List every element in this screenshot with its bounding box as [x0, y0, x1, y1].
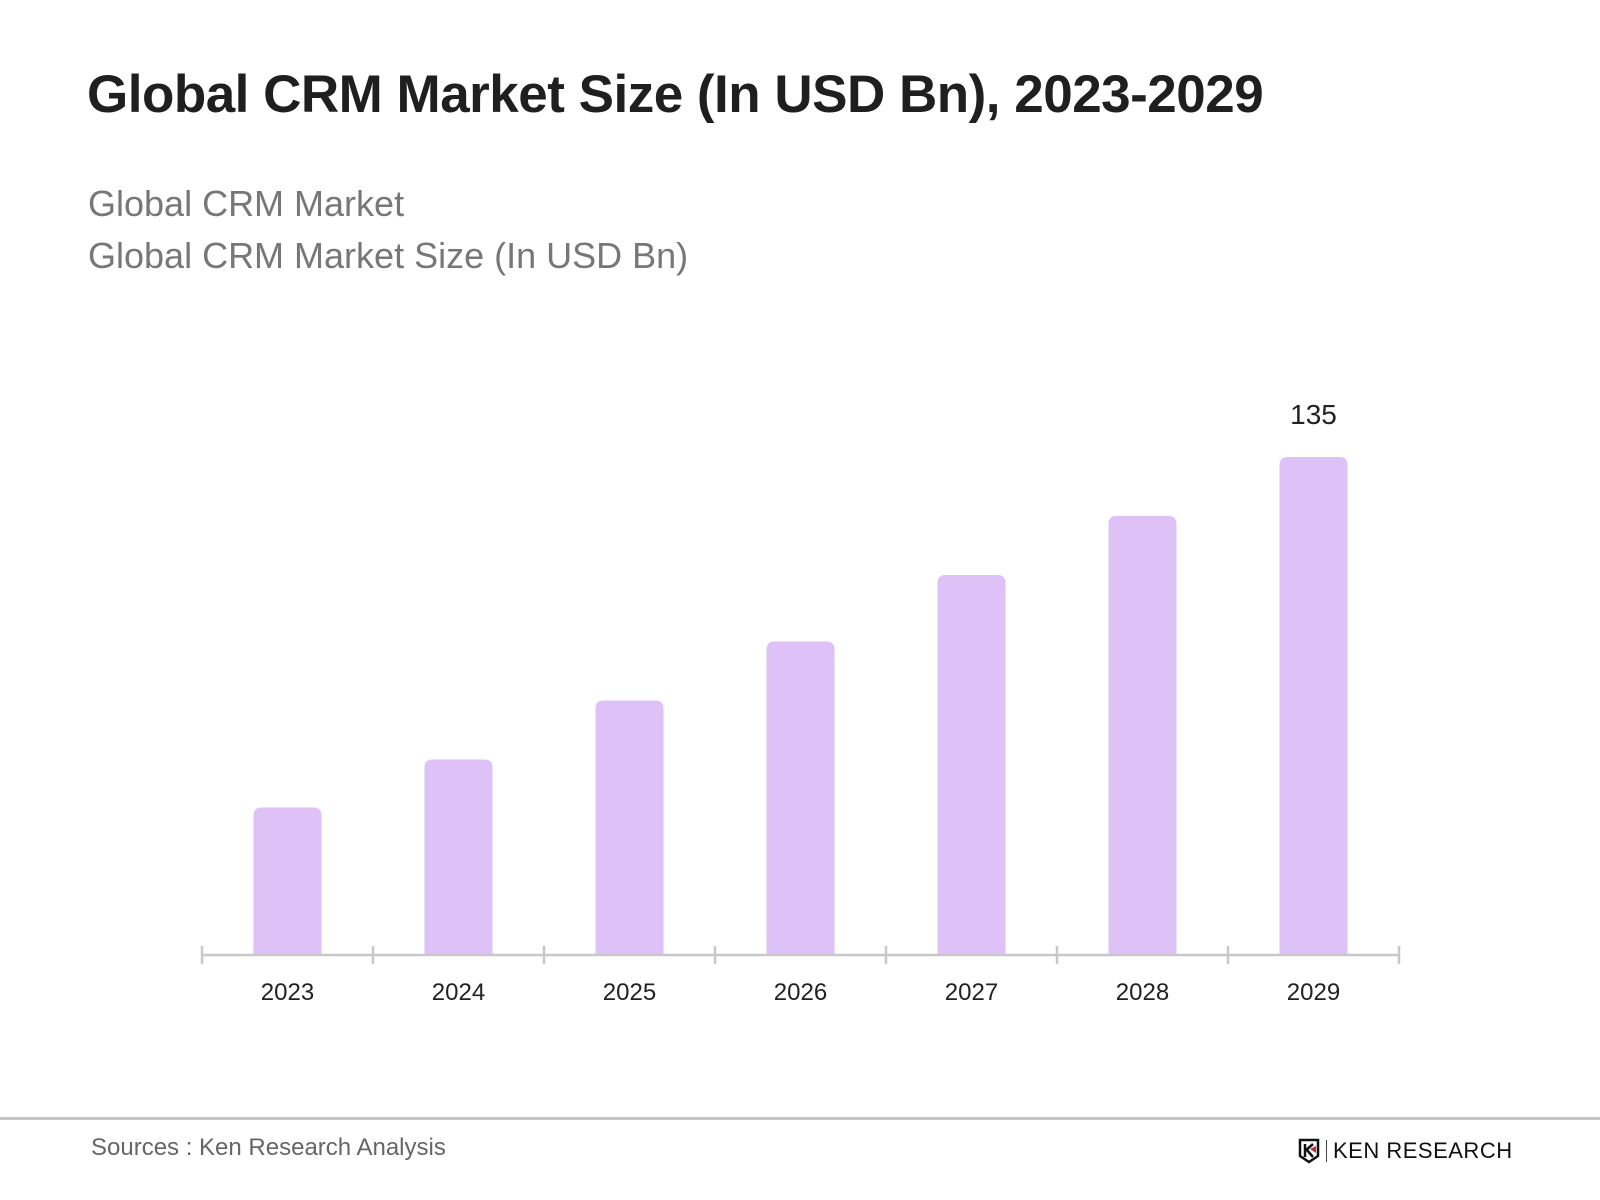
x-tick-label-2024: 2024	[432, 979, 485, 1006]
bar-2028	[1108, 516, 1177, 955]
bar-chart: 2023 2024 2025 2026 2027 2028 2029 135	[200, 399, 1401, 1006]
ken-research-logo: KEN RESEARCH	[1298, 1138, 1513, 1164]
x-tick-label-2025: 2025	[603, 979, 656, 1006]
x-tick-label-2026: 2026	[774, 979, 827, 1006]
chart-subtitle: Global CRM Market	[88, 183, 405, 224]
ken-research-logo-icon	[1298, 1138, 1320, 1164]
footer-divider	[0, 1117, 1600, 1120]
data-label-2029: 135	[1290, 399, 1337, 430]
source-note: Sources : Ken Research Analysis	[91, 1134, 446, 1161]
x-tick-label-2029: 2029	[1287, 979, 1340, 1006]
bar-2025	[595, 700, 664, 955]
chart-title: Global CRM Market Size (In USD Bn), 2023…	[87, 65, 1264, 124]
bar-2023	[253, 807, 322, 955]
bar-2024	[424, 759, 493, 955]
x-tick-label-2027: 2027	[945, 979, 998, 1006]
bar-2029	[1279, 457, 1348, 955]
x-tick-label-2023: 2023	[261, 979, 314, 1006]
bar-2027	[937, 575, 1006, 955]
bar-2026	[766, 641, 835, 955]
x-tick-label-2028: 2028	[1116, 979, 1169, 1006]
logo-separator	[1326, 1140, 1327, 1162]
chart-series-label: Global CRM Market Size (In USD Bn)	[88, 235, 689, 276]
logo-text: KEN RESEARCH	[1333, 1138, 1513, 1163]
